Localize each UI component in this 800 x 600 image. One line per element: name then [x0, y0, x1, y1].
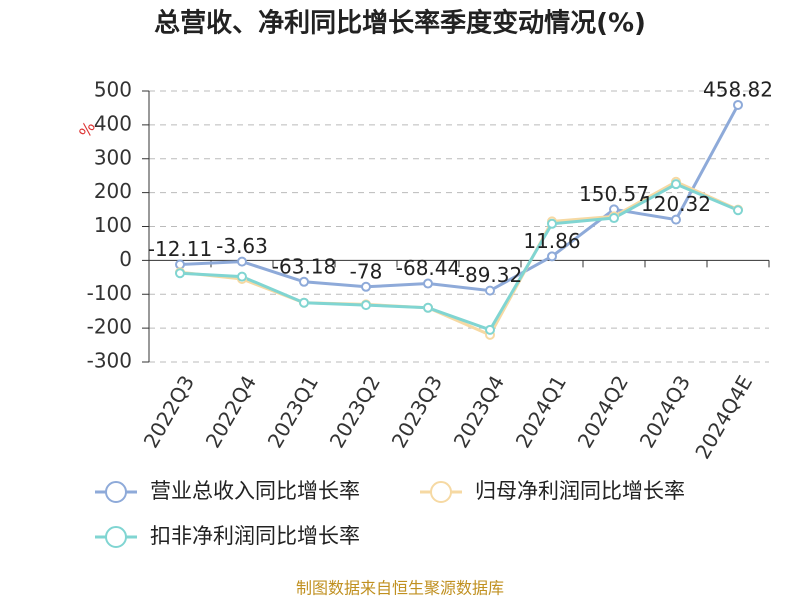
x-tick-label: 2023Q3 — [387, 371, 447, 452]
point — [547, 218, 557, 229]
data-label: -12.11 — [148, 237, 212, 261]
legend-marker — [105, 481, 127, 503]
legend-marker — [430, 481, 452, 503]
x-tick-label: 2023Q1 — [263, 371, 323, 452]
point — [671, 179, 681, 190]
x-tick-label: 2023Q2 — [325, 371, 385, 452]
y-tick-label: -200 — [87, 315, 132, 339]
point — [733, 205, 743, 216]
y-tick-label: 300 — [94, 145, 132, 169]
data-label: -68.44 — [396, 256, 460, 280]
legend-marker — [105, 526, 127, 548]
x-tick-label: 2022Q4 — [201, 371, 261, 452]
y-tick-label: 0 — [119, 247, 132, 271]
y-tick-label: 500 — [94, 78, 132, 102]
x-tick-label: 2024Q3 — [635, 371, 695, 452]
x-tick-label: 2023Q4 — [449, 371, 509, 452]
chart-title: 总营收、净利同比增长率季度变动情况(%) — [154, 8, 646, 39]
data-label: -3.63 — [216, 234, 268, 258]
point — [733, 99, 743, 110]
point — [609, 213, 619, 224]
point — [485, 324, 495, 335]
point — [299, 297, 309, 308]
point — [547, 251, 557, 262]
point — [671, 214, 681, 225]
point — [237, 256, 247, 267]
source: 制图数据来自恒生聚源数据库 — [296, 579, 504, 598]
series-line — [179, 104, 740, 293]
point — [361, 300, 371, 311]
y-tick-label: 400 — [94, 111, 132, 135]
y-tick-label: -100 — [87, 281, 132, 305]
data-label: 120.32 — [641, 192, 711, 216]
point — [361, 281, 371, 292]
point — [485, 285, 495, 296]
point — [175, 268, 185, 279]
x-tick-label: 2024Q1 — [511, 371, 571, 452]
data-label: 150.57 — [579, 182, 649, 206]
x-tick-label: 2022Q3 — [139, 371, 199, 452]
data-label: 11.86 — [523, 229, 580, 253]
x-tick-label: 2024Q2 — [573, 371, 633, 452]
legend-label: 归母净利润同比增长率 — [475, 479, 685, 503]
point — [423, 302, 433, 313]
point — [299, 276, 309, 287]
y-tick-label: -300 — [87, 349, 132, 373]
data-label: -63.18 — [272, 254, 336, 278]
point — [237, 271, 247, 282]
data-label: 458.82 — [703, 77, 773, 101]
y-tick-label: 200 — [94, 179, 132, 203]
series-line — [179, 182, 739, 332]
x-tick-label: 2024Q4E — [690, 371, 757, 463]
legend-label: 营业总收入同比增长率 — [150, 479, 360, 503]
point — [423, 278, 433, 289]
y-tick-label: 100 — [94, 213, 132, 237]
legend-label: 扣非净利润同比增长率 — [150, 524, 360, 548]
data-label: -78 — [350, 259, 383, 283]
data-label: -89.32 — [458, 263, 522, 287]
